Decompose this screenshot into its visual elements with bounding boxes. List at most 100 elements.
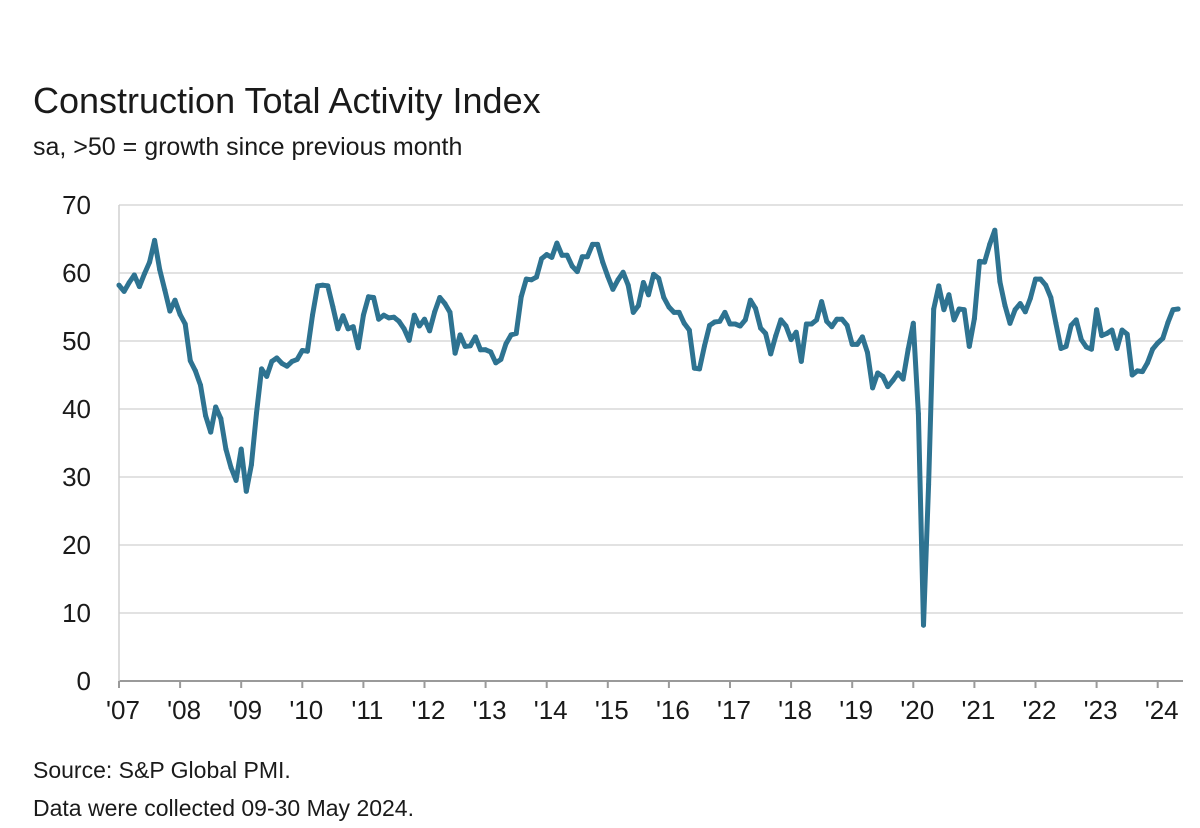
data-point: [1048, 295, 1054, 300]
data-point: [1058, 346, 1064, 351]
data-point: [579, 254, 585, 260]
y-tick-label: 10: [62, 598, 91, 628]
data-point: [961, 307, 967, 313]
data-point: [870, 385, 876, 391]
x-tick-label: '11: [351, 695, 383, 725]
y-axis: 0 10 20 30 40 50 60 70: [62, 190, 91, 696]
data-point: [600, 259, 606, 265]
data-point: [1124, 331, 1130, 337]
data-point: [528, 277, 534, 283]
data-point: [1104, 331, 1110, 336]
data-point: [498, 356, 504, 362]
data-point: [635, 303, 641, 309]
data-point: [661, 295, 667, 300]
data-point: [1150, 346, 1156, 352]
x-tick-label: '18: [778, 695, 812, 725]
data-point: [885, 384, 891, 390]
y-tick-label: 30: [62, 462, 91, 492]
data-point: [1089, 346, 1094, 352]
data-point: [523, 276, 529, 282]
data-point: [697, 366, 702, 372]
data-point: [712, 319, 718, 325]
data-point: [630, 309, 636, 315]
gridlines: [119, 204, 1183, 614]
data-point: [707, 322, 713, 328]
data-point: [366, 294, 371, 300]
x-tick-label: '09: [228, 695, 262, 725]
data-point: [457, 332, 463, 338]
data-point: [951, 317, 957, 323]
data-point: [411, 312, 417, 318]
data-point: [136, 284, 142, 290]
x-tick-label: '13: [473, 695, 507, 725]
data-point: [788, 337, 794, 343]
x-tick-label: '12: [412, 695, 446, 725]
data-point: [1160, 335, 1166, 341]
x-tick-label: '07: [106, 695, 140, 725]
data-point: [905, 346, 911, 352]
data-point: [798, 358, 804, 364]
data-point: [1139, 369, 1145, 375]
data-point: [177, 312, 183, 317]
data-point: [259, 366, 265, 372]
data-point: [671, 309, 677, 315]
data-point: [142, 271, 147, 277]
data-point: [269, 358, 275, 364]
data-point: [854, 341, 860, 347]
x-tick-label: '17: [717, 695, 751, 725]
x-tick-label: '10: [289, 695, 323, 725]
data-point: [223, 446, 229, 452]
data-point: [1017, 301, 1023, 307]
data-point: [931, 306, 937, 312]
data-point: [844, 322, 850, 328]
data-point: [666, 304, 672, 310]
data-point: [157, 267, 163, 273]
data-point: [187, 358, 193, 364]
data-point: [895, 370, 901, 376]
data-point: [625, 282, 631, 288]
data-point: [676, 309, 682, 315]
data-point: [793, 329, 799, 335]
data-point: [121, 288, 127, 294]
data-point: [345, 326, 351, 332]
data-point: [966, 343, 972, 349]
data-point: [513, 331, 519, 336]
data-point: [890, 377, 896, 383]
series-group: [116, 227, 1181, 628]
data-point: [1078, 337, 1084, 343]
data-point: [1073, 317, 1079, 323]
data-point: [829, 324, 835, 330]
data-point: [427, 328, 433, 334]
data-point: [274, 355, 280, 361]
y-tick-label: 40: [62, 394, 91, 424]
data-point: [381, 312, 387, 318]
data-point: [1170, 307, 1176, 313]
data-point: [686, 327, 692, 333]
data-point: [651, 271, 657, 277]
data-point: [386, 315, 392, 321]
data-point: [126, 280, 132, 285]
data-point: [488, 349, 494, 355]
data-point: [1063, 343, 1069, 349]
data-point: [737, 323, 743, 329]
data-point: [946, 292, 952, 298]
data-point: [727, 321, 733, 327]
data-point: [360, 312, 366, 318]
y-tick-label: 0: [77, 666, 91, 696]
data-point: [508, 332, 514, 338]
data-point: [299, 348, 305, 353]
data-point: [447, 309, 453, 315]
source-note: Source: S&P Global PMI.: [33, 757, 291, 783]
data-point: [656, 275, 662, 281]
data-point: [467, 343, 473, 349]
data-point: [289, 358, 295, 364]
data-point: [763, 331, 769, 336]
x-tick-label: '16: [656, 695, 690, 725]
data-point: [926, 482, 932, 487]
data-point: [865, 350, 870, 356]
data-point: [1068, 322, 1074, 328]
data-point: [1129, 372, 1135, 378]
data-point: [452, 350, 458, 356]
data-point: [355, 345, 361, 351]
data-point: [203, 413, 209, 419]
